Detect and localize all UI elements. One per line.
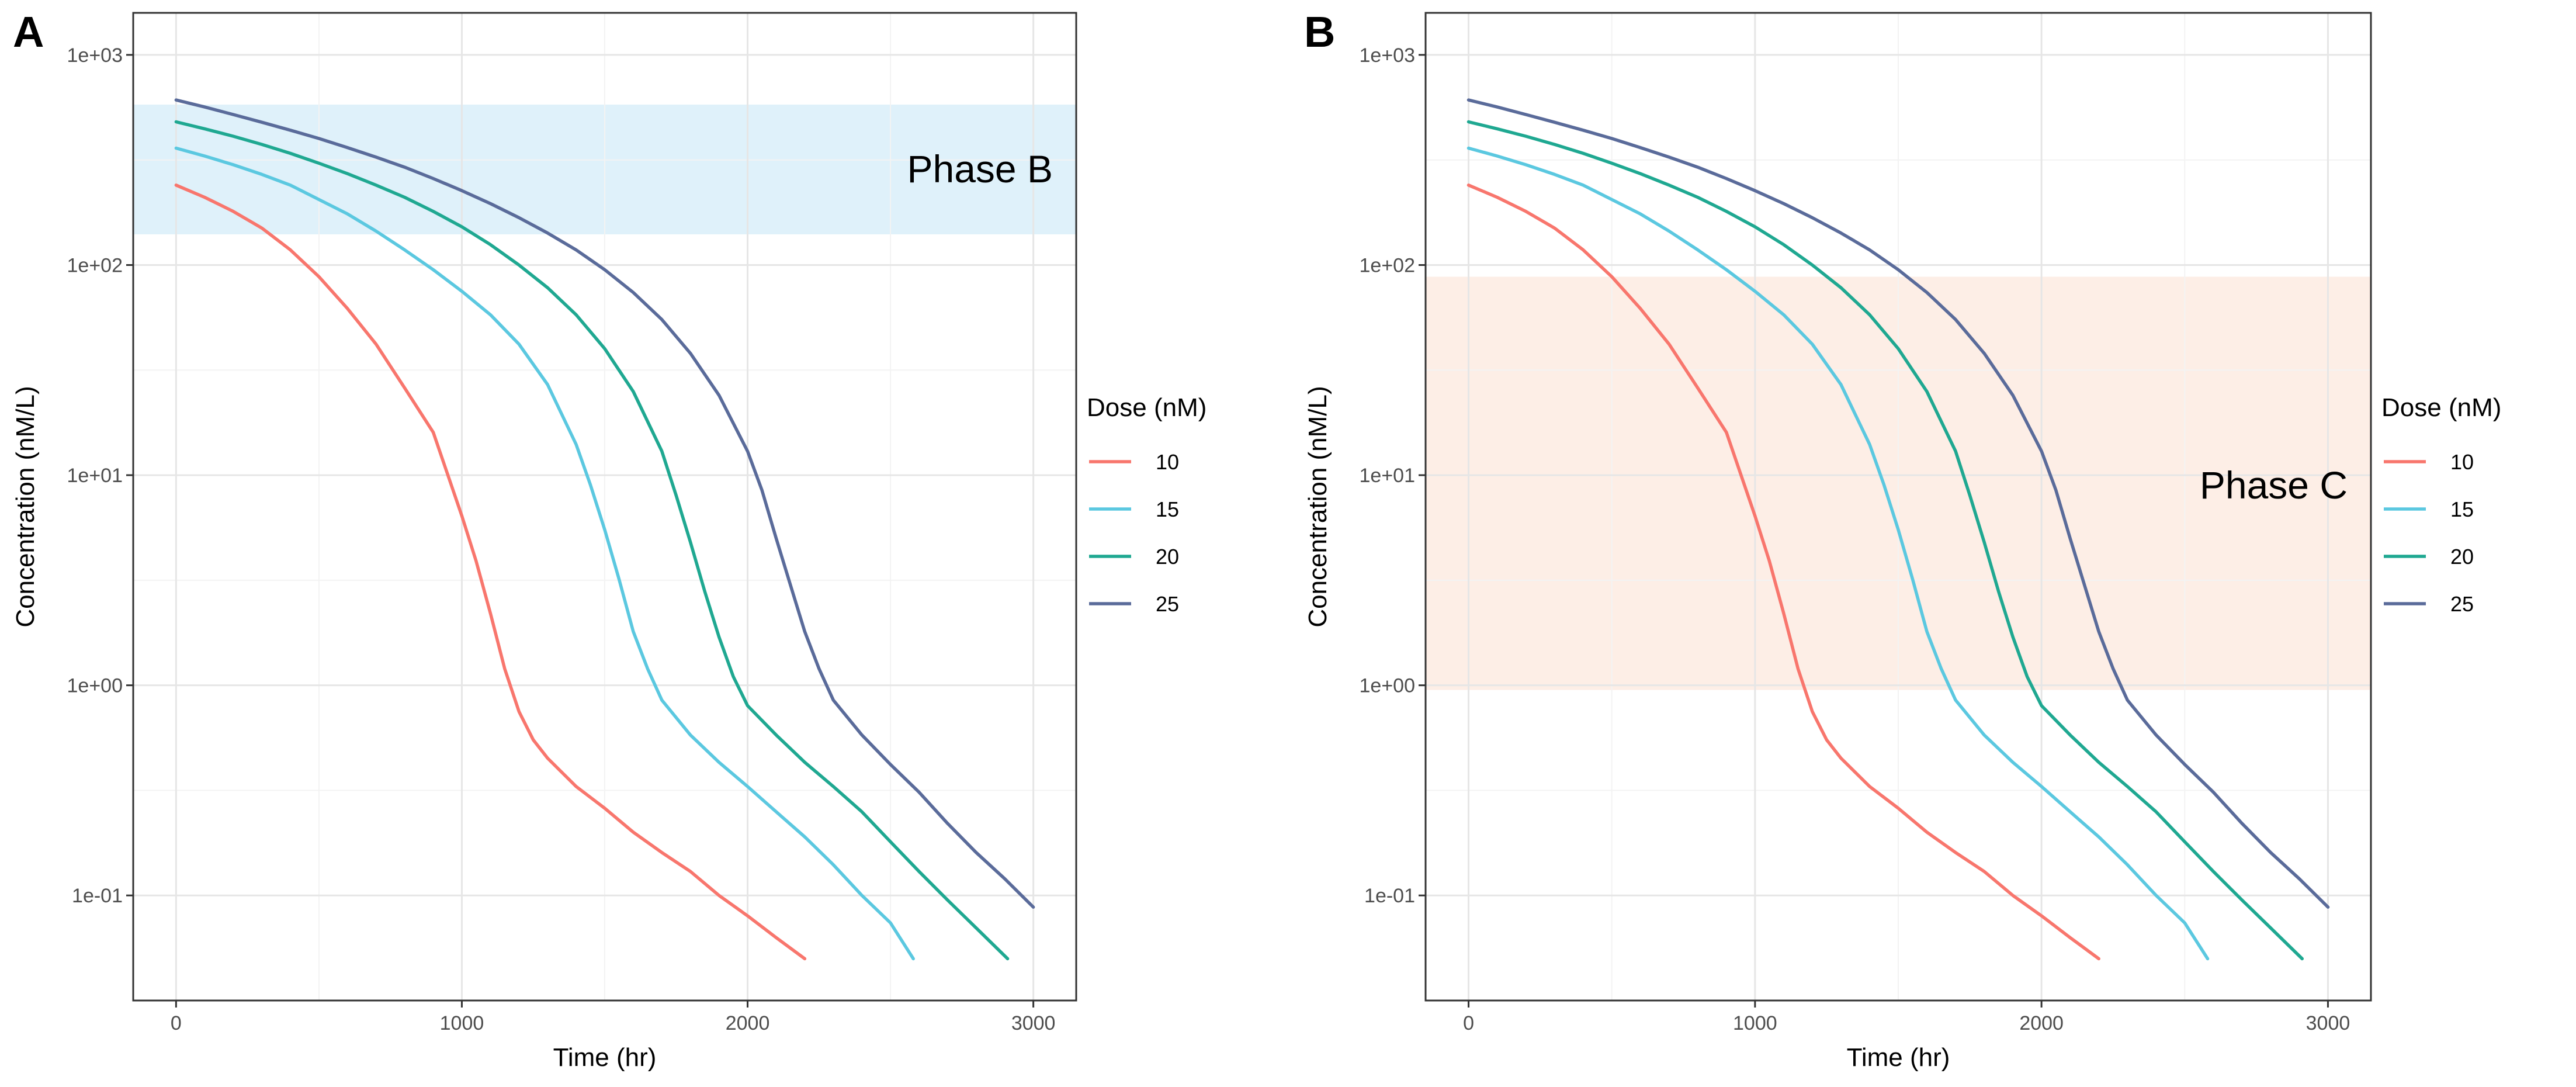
legend-label-15: 15 [1156, 497, 1179, 521]
series-line-15 [174, 146, 915, 961]
y-tick-label: 1e+03 [1360, 44, 1416, 67]
x-tick-label: 3000 [1011, 1012, 1056, 1034]
y-tick-label: 1e+02 [1360, 254, 1416, 276]
legend-title-a: Dose (nM) [1087, 393, 1206, 422]
x-tick-label: 2000 [2019, 1012, 2064, 1034]
y-axis-title-b: Concentration (nM/L) [1303, 386, 1332, 627]
plot-frame-a [132, 12, 1077, 1002]
x-axis-title-b: Time (hr) [1847, 1043, 1950, 1072]
panel-b: B 1e-01 1e+00 1e+01 1e+02 1e+03 0 1000 2000 3000… [1303, 8, 2501, 1072]
y-tick-label: 1e+01 [1360, 465, 1416, 487]
axes-a: 1e-01 1e+00 1e+01 1e+02 1e+03 0 1000 2000 3000 [67, 44, 1056, 1034]
y-tick-label: 1e+00 [1360, 675, 1416, 697]
legend-label-25: 25 [2450, 592, 2474, 616]
series-line-20 [174, 120, 1010, 961]
legend-title-b: Dose (nM) [2381, 393, 2501, 422]
legend-label-20: 20 [2450, 545, 2474, 569]
legend-a: Dose (nM) 10 15 20 25 [1087, 393, 1206, 616]
y-tick-label: 1e+01 [67, 465, 123, 487]
y-tick-label: 1e-01 [72, 885, 123, 907]
band-label-phase-b: Phase B [907, 147, 1053, 191]
y-axis-title-a: Concentration (nM/L) [11, 386, 40, 627]
series-line-20 [1466, 120, 2304, 961]
panel-a: A 1e-01 1e+00 1e+01 1e+02 1e+03 0 1000 2000 3000… [11, 8, 1206, 1072]
axes-b: 1e-01 1e+00 1e+01 1e+02 1e+03 0 1000 2000 3000 [1360, 44, 2350, 1034]
x-tick-label: 1000 [1733, 1012, 1777, 1034]
x-tick-label: 0 [1463, 1012, 1474, 1034]
x-axis-title-a: Time (hr) [553, 1043, 657, 1072]
series-line-10 [1466, 184, 2100, 961]
series-line-15 [1466, 146, 2210, 961]
plot-frame-b [1424, 12, 2372, 1002]
series-lines-b [1466, 98, 2330, 961]
series-line-25 [1466, 98, 2330, 909]
legend-label-10: 10 [2450, 450, 2474, 474]
panel-letter-b: B [1304, 8, 1335, 56]
legend-label-15: 15 [2450, 497, 2474, 521]
legend-label-20: 20 [1156, 545, 1179, 569]
x-tick-label: 2000 [726, 1012, 770, 1034]
series-lines-a [174, 98, 1035, 961]
y-tick-label: 1e+02 [67, 254, 123, 276]
legend-label-10: 10 [1156, 450, 1179, 474]
y-tick-label: 1e-01 [1364, 885, 1415, 907]
y-tick-label: 1e+00 [67, 675, 123, 697]
band-label-phase-c: Phase C [2200, 463, 2348, 507]
legend-b: Dose (nM) 10 15 20 25 [2381, 393, 2501, 616]
panel-letter-a: A [13, 8, 44, 56]
legend-label-25: 25 [1156, 592, 1179, 616]
y-tick-label: 1e+03 [67, 44, 123, 67]
series-line-10 [174, 184, 807, 961]
grid-b [1426, 13, 2371, 1001]
series-line-25 [174, 98, 1035, 909]
grid-a [133, 13, 1076, 1001]
x-tick-label: 1000 [440, 1012, 484, 1034]
x-tick-label: 3000 [2306, 1012, 2350, 1034]
x-tick-label: 0 [171, 1012, 182, 1034]
